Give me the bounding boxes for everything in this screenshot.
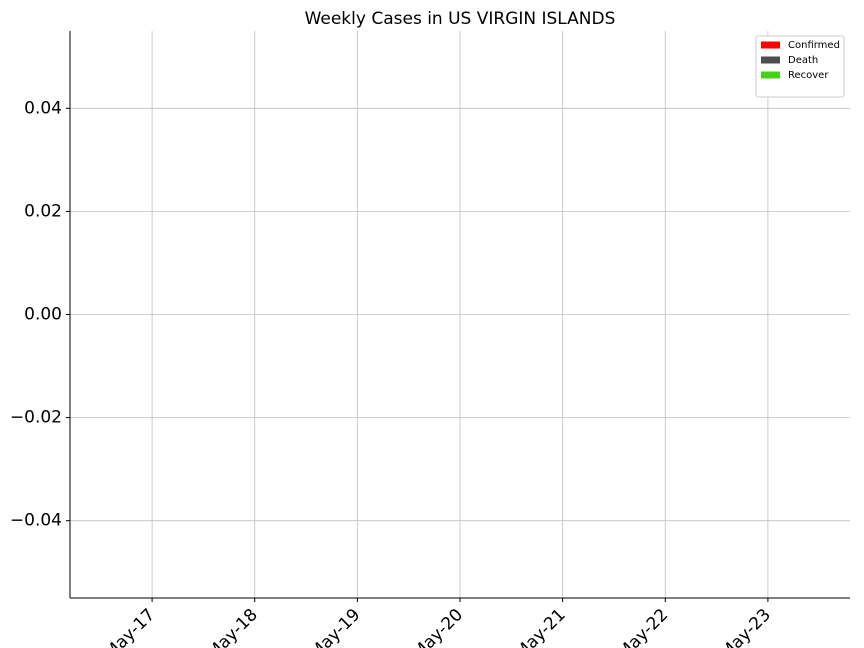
legend-swatch bbox=[761, 56, 780, 64]
y-tick-label: −0.02 bbox=[10, 408, 62, 428]
y-tick-label: −0.04 bbox=[10, 511, 62, 531]
legend-box bbox=[755, 35, 845, 98]
x-tick-label: May-18 bbox=[203, 605, 261, 648]
x-tick-label: May-21 bbox=[511, 605, 569, 648]
chart-title: Weekly Cases in US VIRGIN ISLANDS bbox=[305, 9, 616, 29]
y-tick-label: 0.02 bbox=[24, 201, 62, 221]
legend-label: Recover bbox=[788, 70, 829, 81]
x-tick-label: May-17 bbox=[101, 605, 159, 648]
legend-swatch bbox=[761, 41, 780, 49]
x-tick-label: May-22 bbox=[614, 605, 672, 648]
legend-label: Confirmed bbox=[788, 40, 840, 51]
x-tick-label: May-19 bbox=[306, 605, 364, 648]
x-tick-label: May-20 bbox=[409, 605, 467, 648]
x-tick-label: May-23 bbox=[717, 605, 775, 648]
y-tick-label: 0.04 bbox=[24, 98, 62, 118]
legend-swatch bbox=[761, 71, 780, 79]
legend-label: Death bbox=[788, 55, 818, 66]
y-tick-label: 0.00 bbox=[24, 305, 62, 325]
